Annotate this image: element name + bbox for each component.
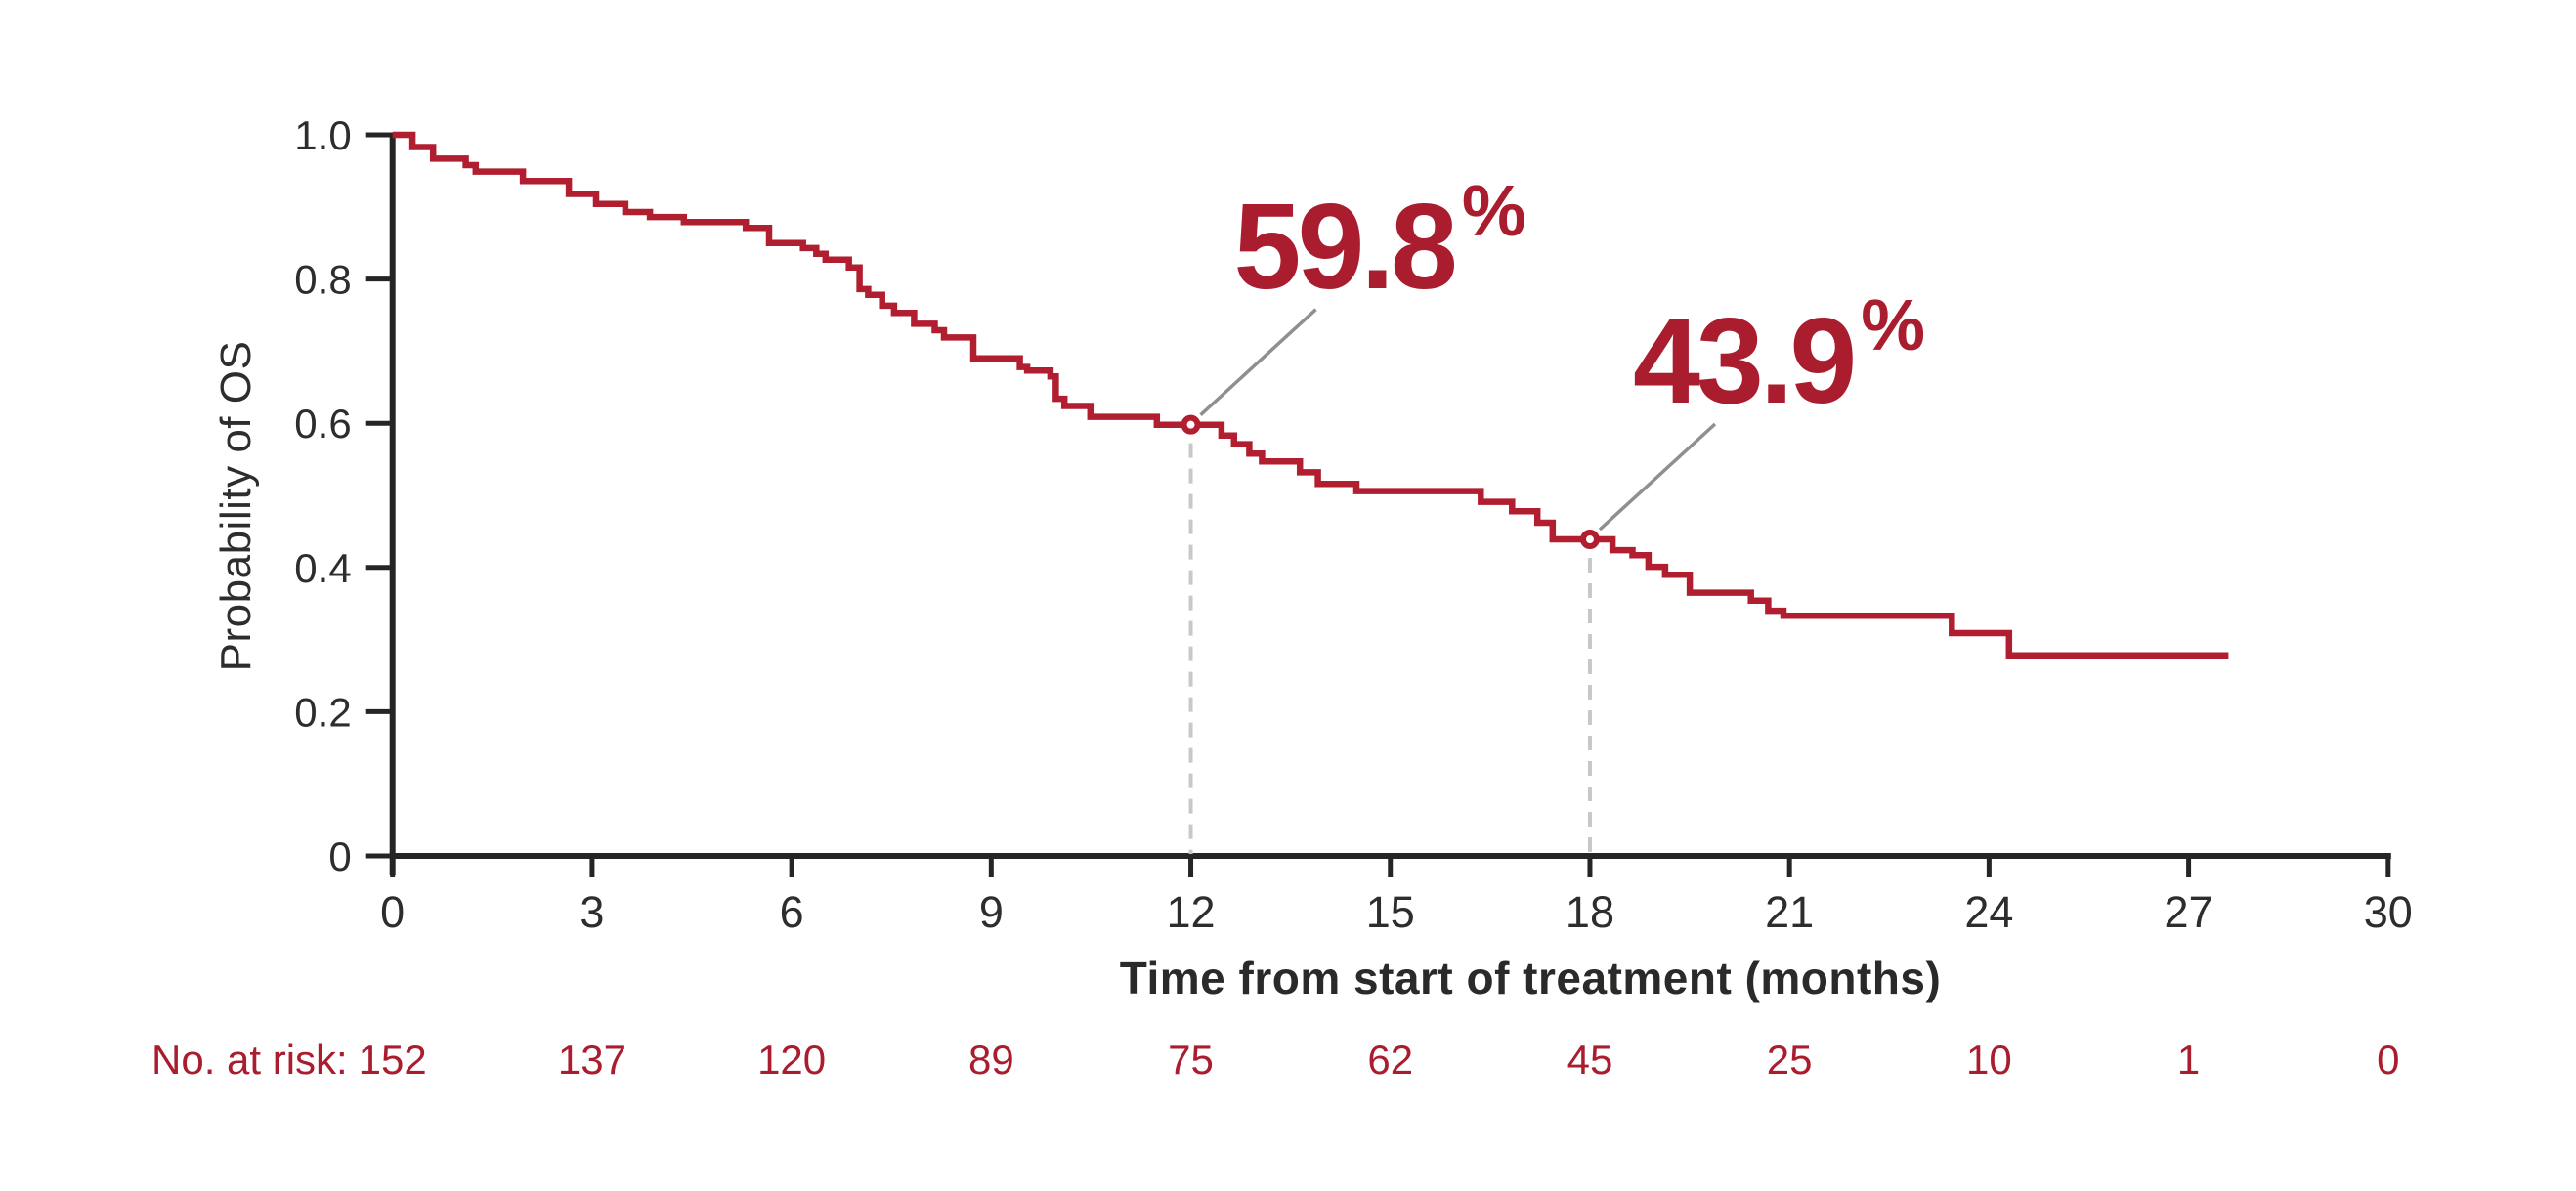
annotation-leader-line bbox=[1199, 308, 1317, 416]
y-tick-label: 1.0 bbox=[294, 112, 351, 158]
risk-value-month-21: 25 bbox=[1766, 1037, 1813, 1083]
censor-circle-marker bbox=[1579, 530, 1600, 550]
x-tick-label: 0 bbox=[380, 887, 405, 937]
percent-sign: % bbox=[1461, 169, 1526, 251]
annotation-12-month-os: 59.8% bbox=[1233, 174, 1526, 315]
y-tick-label: 0 bbox=[328, 833, 351, 879]
risk-value-month-6: 120 bbox=[757, 1037, 827, 1083]
y-tick-label: 0.8 bbox=[294, 257, 351, 303]
risk-value-month-9: 89 bbox=[967, 1037, 1014, 1083]
x-tick-label: 24 bbox=[1964, 887, 2013, 937]
x-tick-label: 12 bbox=[1167, 887, 1216, 937]
annotation-value: 43.9 bbox=[1632, 294, 1857, 430]
km-survival-curve bbox=[392, 131, 2229, 659]
risk-row-label: No. at risk: bbox=[151, 1037, 348, 1083]
x-axis-title: Time from start of treatment (months) bbox=[1119, 953, 1942, 1003]
risk-value-month-30: 0 bbox=[2377, 1037, 2400, 1083]
risk-value-month-0: 152 bbox=[358, 1037, 427, 1083]
y-tick-label: 0.6 bbox=[294, 401, 351, 447]
risk-value-month-18: 45 bbox=[1567, 1037, 1613, 1083]
risk-value-month-3: 137 bbox=[557, 1037, 626, 1083]
x-tick-label: 27 bbox=[2165, 887, 2213, 937]
annotation-18-month-os: 43.9% bbox=[1632, 289, 1925, 430]
x-tick-label: 15 bbox=[1366, 887, 1415, 937]
percent-sign: % bbox=[1861, 284, 1926, 366]
annotation-leader-line bbox=[1598, 422, 1717, 532]
risk-value-month-12: 75 bbox=[1168, 1037, 1214, 1083]
risk-value-month-24: 10 bbox=[1966, 1037, 2012, 1083]
risk-value-month-15: 62 bbox=[1367, 1037, 1414, 1083]
risk-value-month-27: 1 bbox=[2176, 1037, 2201, 1083]
x-tick-label: 6 bbox=[780, 887, 804, 937]
annotation-value: 59.8 bbox=[1233, 179, 1458, 315]
y-axis-title: Probability of OS bbox=[212, 340, 260, 672]
x-tick-label: 3 bbox=[580, 887, 604, 937]
censor-circle-marker bbox=[1181, 414, 1201, 435]
x-tick-label: 18 bbox=[1566, 887, 1614, 937]
x-tick-label: 30 bbox=[2364, 887, 2413, 937]
y-tick-label: 0.4 bbox=[294, 545, 351, 591]
x-tick-label: 9 bbox=[979, 887, 1004, 937]
x-tick-label: 21 bbox=[1765, 887, 1814, 937]
y-tick-label: 0.2 bbox=[294, 689, 351, 735]
